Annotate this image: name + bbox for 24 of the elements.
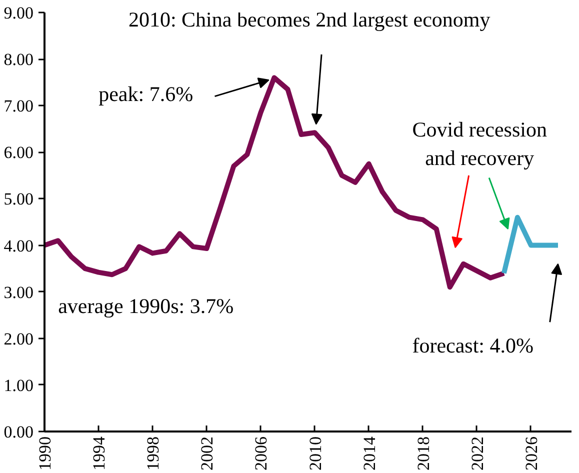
x-tick-label: 2010 [306, 436, 325, 470]
x-tick-label: 2026 [522, 436, 541, 470]
y-tick-label: 3.00 [4, 282, 34, 302]
x-tick-label: 2002 [198, 436, 217, 470]
x-tick-label: 2014 [360, 436, 379, 470]
annotation: Covid recession and recovery [412, 117, 548, 170]
y-tick-label: 6.00 [4, 143, 34, 162]
y-tick-label: 0.00 [4, 422, 34, 442]
y-tick-label: 7.00 [4, 96, 34, 116]
y-tick-label: 1.00 [4, 376, 34, 395]
x-tick-label: 2022 [468, 436, 487, 470]
y-tick-label: 5.00 [4, 190, 34, 209]
y-tick-label: 9.00 [4, 4, 34, 22]
annotation: forecast: 4.0% [412, 333, 534, 358]
x-tick-label: 2006 [252, 436, 271, 470]
annotation: peak: 7.6% [98, 82, 194, 106]
y-tick-label: 8.00 [4, 50, 34, 70]
y-tick-label: 4.00 [4, 236, 34, 256]
x-tick-label: 2018 [414, 436, 433, 470]
x-tick-label: 1998 [144, 436, 163, 470]
x-tick-label: 1990 [36, 436, 54, 470]
x-tick-label: 1994 [90, 436, 109, 470]
y-tick-label: 2.00 [4, 329, 34, 348]
annotation: average 1990s: 3.7% [58, 294, 234, 318]
